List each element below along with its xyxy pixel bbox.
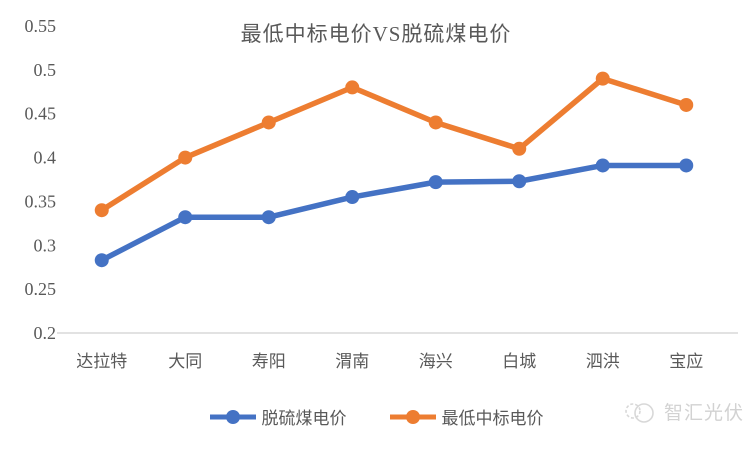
series-line-0 xyxy=(99,162,689,263)
data-point-1-1 xyxy=(178,150,193,165)
data-point-0-3 xyxy=(345,190,360,205)
data-point-1-4 xyxy=(428,115,443,130)
data-point-0-2 xyxy=(261,210,276,225)
x-axis-category-label: 白城 xyxy=(502,352,536,371)
x-axis-category-label: 渭南 xyxy=(335,352,369,371)
data-point-0-5 xyxy=(512,174,527,189)
data-point-0-0 xyxy=(94,253,109,268)
data-point-1-0 xyxy=(94,203,109,218)
data-point-0-6 xyxy=(595,158,610,173)
x-axis-category-label: 寿阳 xyxy=(252,352,286,371)
legend-label: 最低中标电价 xyxy=(441,409,544,428)
y-axis-tick-label: 0.45 xyxy=(25,104,57,124)
y-axis-tick-label: 0.25 xyxy=(25,279,57,299)
data-point-1-2 xyxy=(261,115,276,130)
watermark-logo-icon xyxy=(623,399,657,425)
y-axis-tick-label: 0.2 xyxy=(34,323,57,343)
x-axis-category-label: 泗洪 xyxy=(586,352,620,371)
series-line-1 xyxy=(99,75,689,213)
y-axis-tick-label: 0.3 xyxy=(34,235,57,255)
legend-label: 脱硫煤电价 xyxy=(261,409,347,428)
data-point-1-6 xyxy=(595,71,610,86)
x-axis-category-label: 宝应 xyxy=(669,352,703,371)
y-axis-tick-label: 0.55 xyxy=(25,16,57,36)
watermark-text: 智汇光伏 xyxy=(663,403,744,424)
x-axis-category-label: 海兴 xyxy=(419,352,453,371)
data-point-0-1 xyxy=(178,210,193,225)
legend-item-1: 最低中标电价 xyxy=(389,404,544,429)
chart-legend: 脱硫煤电价 最低中标电价 xyxy=(0,404,752,429)
y-axis-tick-label: 0.4 xyxy=(34,148,57,168)
data-point-0-4 xyxy=(428,175,443,190)
y-axis-tick-label: 0.35 xyxy=(25,191,57,211)
legend-marker-icon xyxy=(389,409,436,424)
data-point-1-3 xyxy=(345,80,360,95)
watermark: 智汇光伏 xyxy=(623,398,744,425)
chart-title: 最低中标电价VS脱硫煤电价 xyxy=(240,22,512,46)
x-axis-category-label: 大同 xyxy=(168,352,202,371)
x-axis-category-label: 达拉特 xyxy=(76,352,127,371)
data-point-1-5 xyxy=(512,141,527,156)
legend-marker-icon xyxy=(209,409,256,424)
data-point-1-7 xyxy=(679,97,694,112)
data-point-0-7 xyxy=(679,158,694,173)
y-axis-tick-label: 0.5 xyxy=(34,60,57,80)
legend-item-0: 脱硫煤电价 xyxy=(209,404,347,429)
